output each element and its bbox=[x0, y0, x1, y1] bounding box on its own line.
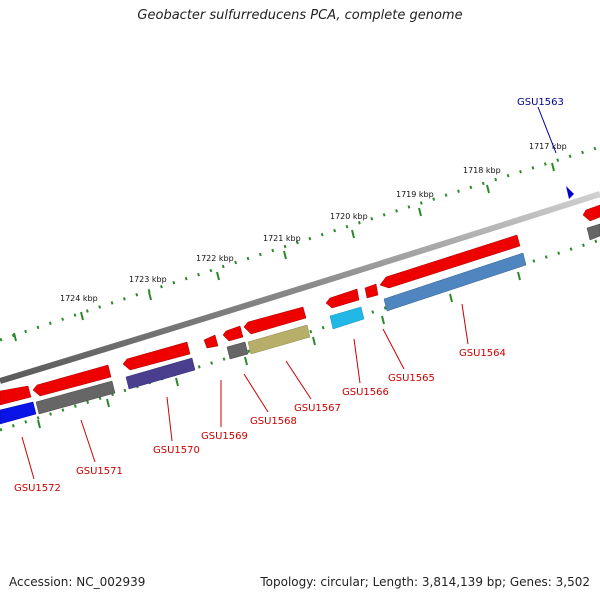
kbp-label-1723: 1723 kbp bbox=[129, 275, 167, 284]
gene-GSU1564-bar[interactable] bbox=[383, 252, 527, 312]
gene-GSU1566-bar[interactable] bbox=[329, 306, 365, 330]
gene-label-GSU1569[interactable]: GSU1569 bbox=[201, 431, 248, 442]
kbp-label-1718: 1718 kbp bbox=[463, 166, 501, 175]
gene-GSU1568-bar[interactable] bbox=[226, 341, 249, 360]
gene-GSU1570-bar[interactable] bbox=[125, 357, 196, 390]
map-title: Geobacter sulfurreducens PCA, complete g… bbox=[137, 8, 463, 23]
gene-forward-strand bbox=[0, 204, 600, 406]
gene-GSU1572-bar[interactable] bbox=[0, 401, 37, 425]
gene-label-GSU1565[interactable]: GSU1565 bbox=[388, 373, 435, 384]
kbp-label-1722: 1722 kbp bbox=[196, 254, 234, 263]
inner-major-ticks bbox=[37, 271, 521, 429]
genome-backbone bbox=[0, 191, 600, 384]
gene-GSU1567-bar[interactable] bbox=[247, 324, 311, 355]
kbp-label-1720: 1720 kbp bbox=[330, 212, 368, 221]
kbp-label-1717: 1717 kbp bbox=[529, 142, 567, 151]
gene-feature-arrow[interactable] bbox=[122, 341, 191, 371]
label-leader-lines bbox=[21, 106, 557, 480]
kbp-label-1721: 1721 kbp bbox=[263, 234, 301, 243]
gene-reverse-strand bbox=[0, 186, 600, 425]
gene-feature-arrow[interactable] bbox=[243, 306, 307, 335]
accession-text: Accession: NC_002939 bbox=[9, 575, 146, 589]
genome-summary-text: Topology: circular; Length: 3,814,139 bp… bbox=[260, 575, 590, 589]
outer-major-ticks bbox=[13, 162, 555, 342]
gene-feature-bar[interactable] bbox=[586, 223, 600, 241]
gene-label-GSU1572[interactable]: GSU1572 bbox=[14, 483, 61, 494]
gene-GSU1569-arrow[interactable] bbox=[203, 334, 219, 349]
kbp-label-1724: 1724 kbp bbox=[60, 294, 98, 303]
gene-GSU1563-marker[interactable] bbox=[566, 186, 574, 199]
gene-label-GSU1566[interactable]: GSU1566 bbox=[342, 387, 389, 398]
gene-GSU1565-arrow[interactable] bbox=[379, 234, 521, 289]
gene-feature-arrow[interactable] bbox=[364, 283, 379, 299]
gene-label-GSU1571[interactable]: GSU1571 bbox=[76, 466, 123, 477]
gene-label-GSU1564[interactable]: GSU1564 bbox=[459, 348, 506, 359]
gene-GSU1571-bar[interactable] bbox=[35, 380, 116, 415]
gene-feature-arrow[interactable] bbox=[32, 364, 112, 397]
gene-feature-arrow[interactable] bbox=[582, 204, 600, 222]
gene-label-GSU1567[interactable]: GSU1567 bbox=[294, 403, 341, 414]
gene-label-GSU1568[interactable]: GSU1568 bbox=[250, 416, 297, 427]
gene-feature-arrow[interactable] bbox=[325, 288, 360, 309]
kbp-label-1719: 1719 kbp bbox=[396, 190, 434, 199]
gene-feature-arrow[interactable] bbox=[222, 325, 244, 342]
gene-label-GSU1570[interactable]: GSU1570 bbox=[153, 445, 200, 456]
gene-label-GSU1563[interactable]: GSU1563 bbox=[517, 97, 564, 108]
gene-feature-arrow[interactable] bbox=[0, 385, 32, 406]
